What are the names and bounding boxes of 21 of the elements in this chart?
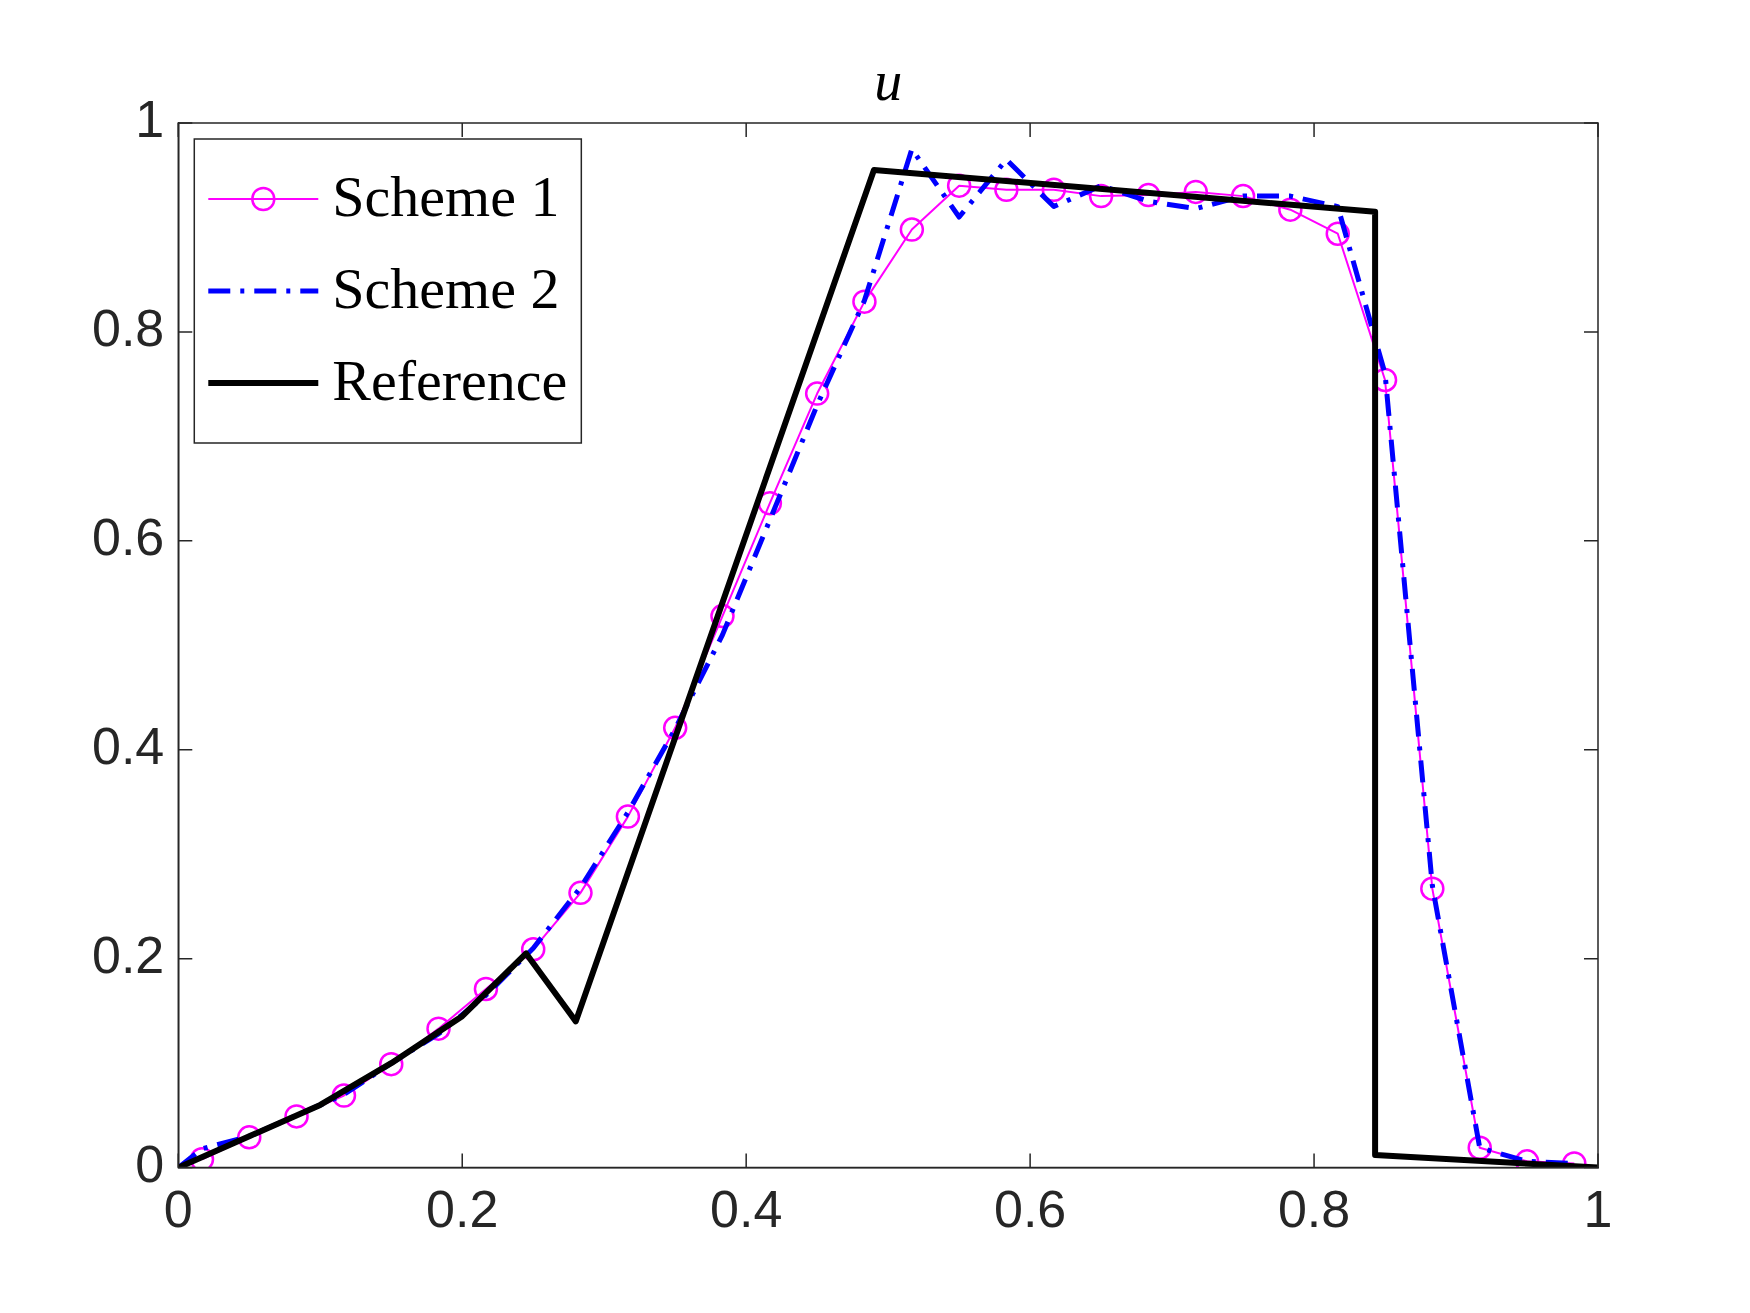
legend-label: Scheme 2: [332, 256, 560, 322]
x-tick-label: 0.2: [426, 1180, 499, 1239]
point: [568, 880, 593, 906]
x-tick-label: 0.6: [993, 1180, 1067, 1239]
y-tick-label: 0.8: [91, 299, 165, 358]
chart-title: u: [874, 49, 903, 112]
point: [1420, 876, 1445, 901]
y-tick-label: 0.6: [91, 508, 165, 567]
point: [804, 381, 830, 406]
y-tick-label: 1: [135, 90, 165, 149]
point: [615, 804, 641, 829]
x-tick-label: 0.4: [710, 1180, 783, 1239]
point: [852, 289, 877, 314]
legend-label: Scheme 1: [332, 164, 560, 230]
y-tick-label: 0.2: [91, 926, 165, 985]
y-tick-label: 0.4: [91, 717, 165, 776]
y-tick-label: 0: [135, 1134, 165, 1193]
x-tick-label: 1: [1583, 1180, 1613, 1239]
legend-label: Reference: [332, 348, 568, 414]
point: [899, 217, 925, 242]
x-tick-label: 0.8: [1277, 1180, 1351, 1239]
